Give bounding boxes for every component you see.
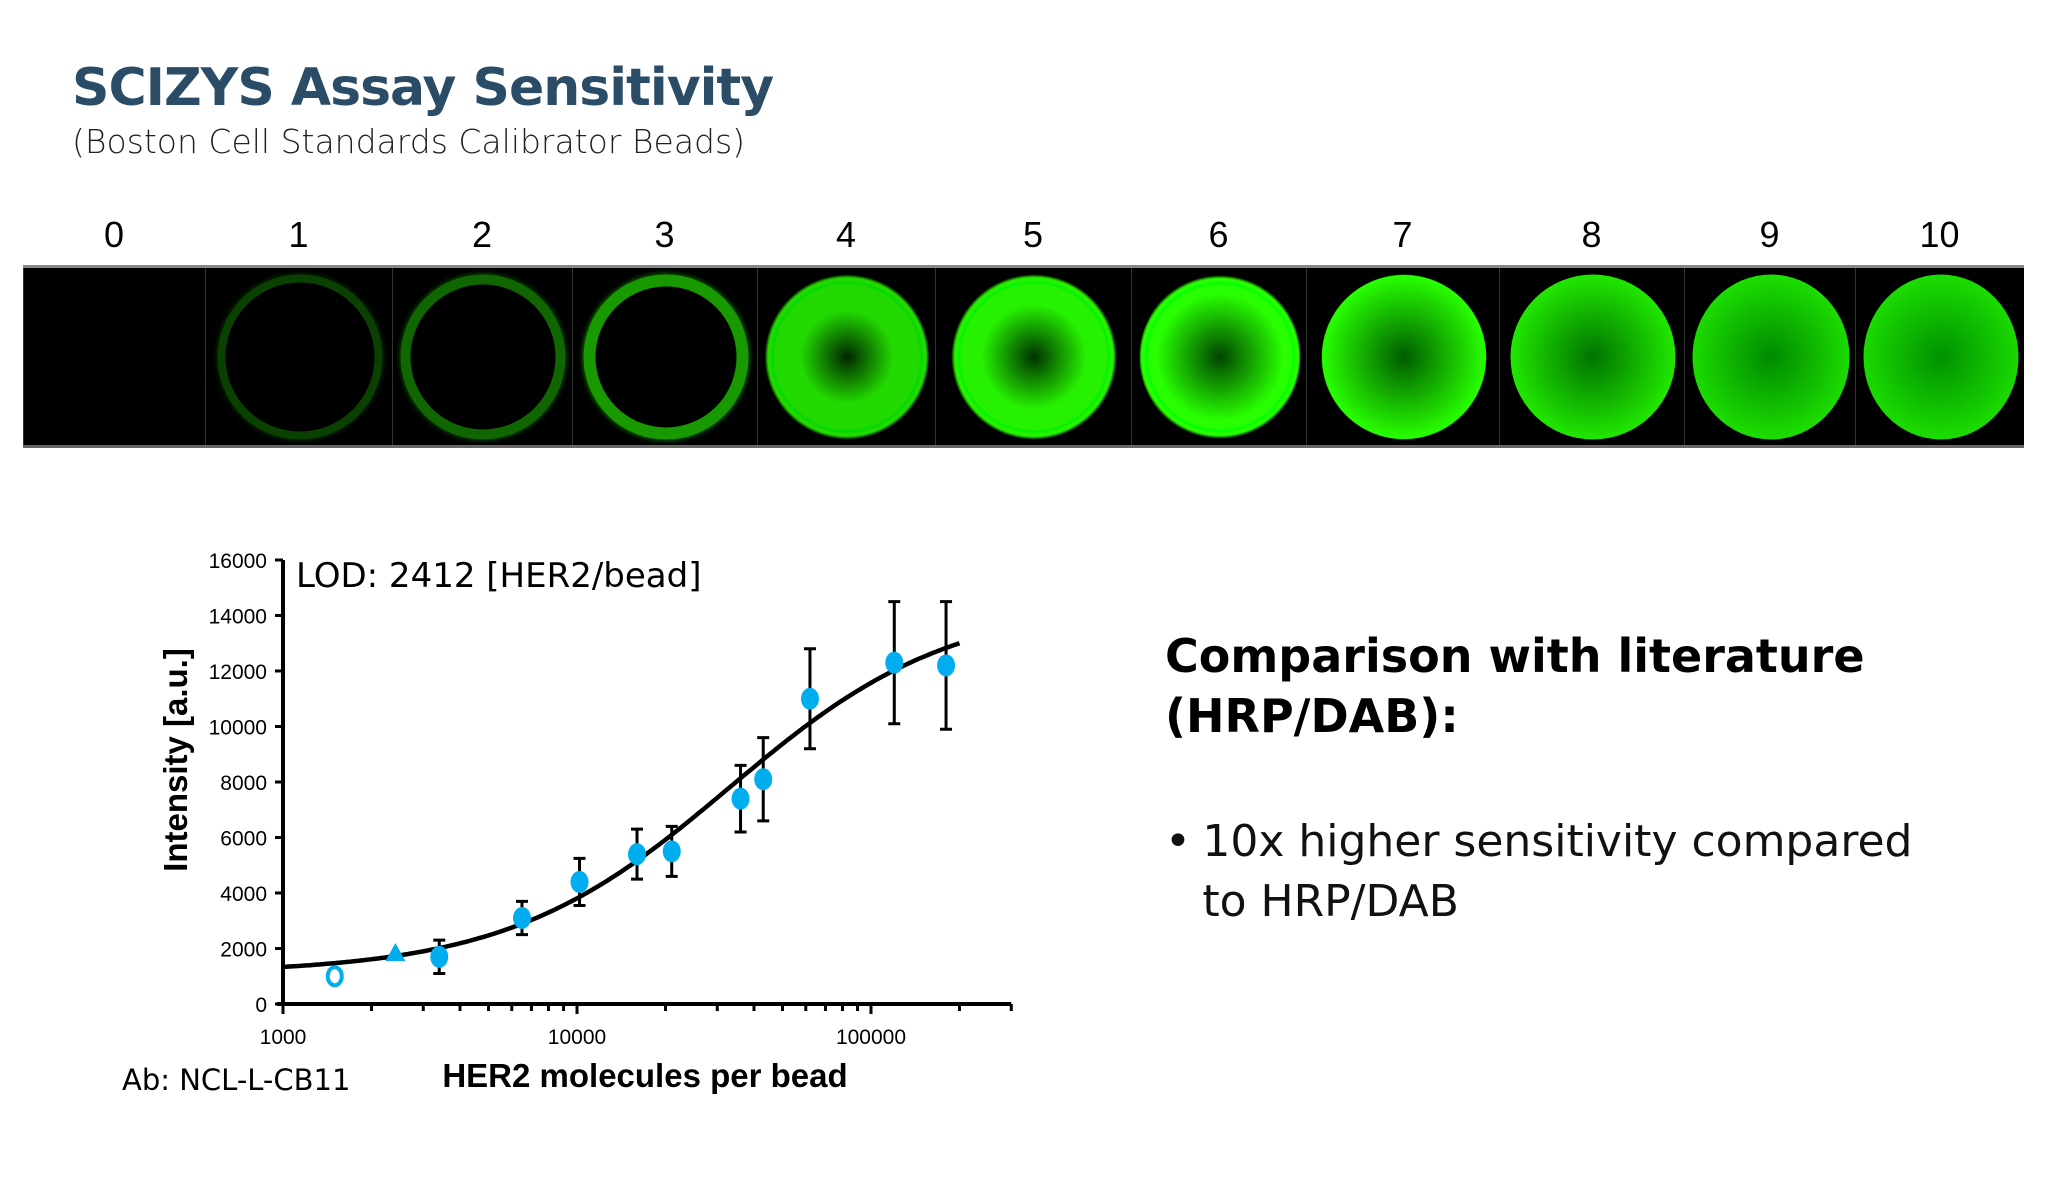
y-tick-label: 6000 [220,828,267,851]
bead-label: 7 [1392,214,1413,255]
bead-label: 1 [288,214,309,255]
comparison-heading: Comparison with literature (HRP/DAB): [1165,629,1865,743]
bead-image [757,268,936,445]
bullet-text: 10x higher sensitivity compared to HRP/D… [1202,816,1913,927]
y-tick-label: 10000 [209,717,267,740]
data-point [430,945,449,968]
y-tick-label: 4000 [220,883,267,906]
x-tick-label: 1000 [260,1026,307,1049]
data-point [325,965,344,988]
x-tick-label: 100000 [836,1026,906,1049]
bullet-icon: • [1165,816,1191,867]
x-tick-label: 10000 [548,1026,606,1049]
data-point [662,840,681,863]
bead-image [205,268,393,445]
data-point [885,651,904,674]
lod-annotation: LOD: 2412 [HER2/bead] [296,556,701,596]
bead-image [1684,268,1856,445]
slide-subtitle: (Boston Cell Standards Calibrator Beads) [72,122,746,161]
bead-image [23,268,206,445]
fit-curve [282,641,961,970]
bead-image [392,268,573,445]
bead-image [1499,268,1685,445]
bead-label: 8 [1581,214,1602,255]
data-point [512,906,531,929]
bead-image [572,268,758,445]
antibody-annotation: Ab: NCL-L-CB11 [122,1063,350,1097]
data-point [570,870,589,893]
bead-image [1131,268,1307,445]
y-tick-label: 14000 [209,606,267,629]
comparison-bullet: • 10x higher sensitivity compared to HRP… [1165,812,1965,932]
bead-label: 4 [835,214,857,255]
y-tick-label: 12000 [209,661,267,684]
data-point [628,843,647,866]
bead-label: 6 [1208,214,1229,255]
bead-label: 2 [471,214,493,255]
data-point [800,687,819,710]
data-point [731,787,750,810]
bead-label: 3 [654,214,675,255]
y-tick-label: 8000 [220,772,267,795]
bead-label: 5 [1022,214,1044,255]
bead-image [1306,268,1500,445]
bead-label: 0 [103,214,125,255]
x-axis-label: HER2 molecules per bead [442,1057,847,1094]
y-tick-label: 2000 [220,939,267,962]
data-point [754,768,773,791]
data-point [385,943,406,962]
bead-label: 10 [1919,214,1960,255]
y-axis-label: Intensity [a.u.] [157,648,194,872]
bead-label: 9 [1759,214,1780,255]
slide-title: SCIZYS Assay Sensitivity [72,58,774,118]
y-tick-label: 16000 [209,550,267,573]
y-tick-label: 0 [255,994,267,1017]
bead-image [1855,268,2025,445]
bead-image-strip [23,265,2024,448]
data-point [937,654,956,677]
bead-image [935,268,1132,445]
